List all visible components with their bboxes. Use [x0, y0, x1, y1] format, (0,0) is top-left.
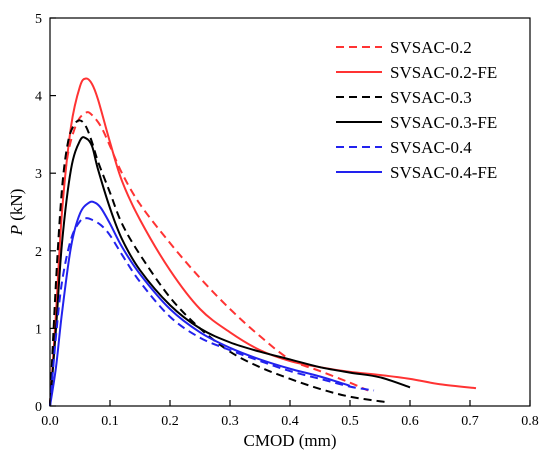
- y-axis-symbol: P: [7, 225, 26, 236]
- legend-label: SVSAC-0.3: [390, 88, 472, 107]
- x-tick-label: 0.8: [521, 414, 539, 429]
- legend: SVSAC-0.2 SVSAC-0.2-FE SVSAC-0.3 SVSAC-0.3-…: [336, 38, 497, 182]
- series-line-svsac-0.4: [49, 217, 375, 407]
- y-axis-unit: (kN): [7, 189, 26, 225]
- x-axis-title: CMOD (mm): [243, 431, 336, 450]
- series-line-svsac-0.2-fe: [49, 77, 477, 407]
- x-tick-label: 0.7: [461, 414, 479, 429]
- series-line-svsac-0.2: [49, 111, 369, 407]
- series-line-svsac-0.4-fe: [49, 200, 351, 407]
- x-tick-label: 0.3: [221, 414, 239, 429]
- x-tick-label: 0.2: [161, 414, 179, 429]
- y-axis-title: P (kN): [7, 189, 26, 237]
- y-tick-label: 5: [35, 12, 42, 27]
- y-tick-label: 1: [35, 322, 42, 337]
- series-line-svsac-0.3: [49, 119, 387, 407]
- x-tick-label: 0.5: [341, 414, 359, 429]
- legend-label: SVSAC-0.4-FE: [390, 163, 497, 182]
- y-tick-label: 2: [35, 245, 42, 260]
- legend-label: SVSAC-0.2-FE: [390, 63, 497, 82]
- series-layer: [49, 77, 477, 407]
- x-tick-label: 0.4: [281, 414, 299, 429]
- x-tick-label: 0.6: [401, 414, 419, 429]
- ticks-layer: 0.0 0.1 0.2 0.3 0.4 0.5 0.6 0.7 0.8 0 1 2 3 4 5: [35, 12, 539, 429]
- legend-label: SVSAC-0.2: [390, 38, 472, 57]
- x-tick-label: 0.0: [41, 414, 59, 429]
- legend-label: SVSAC-0.4: [390, 138, 472, 157]
- y-tick-label: 3: [35, 167, 42, 182]
- series-line-svsac-0.3-fe: [49, 136, 411, 407]
- x-tick-label: 0.1: [101, 414, 119, 429]
- y-tick-label: 4: [35, 90, 42, 105]
- y-tick-label: 0: [35, 400, 42, 415]
- legend-label: SVSAC-0.3-FE: [390, 113, 497, 132]
